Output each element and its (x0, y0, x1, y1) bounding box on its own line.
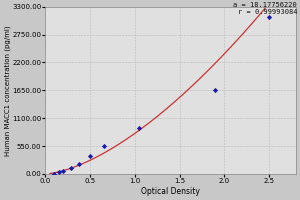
Point (77, 162, 82, 165)
Point (101, 144, 106, 148)
Y-axis label: Human MACC1 concentration (pg/ml): Human MACC1 concentration (pg/ml) (4, 25, 11, 156)
Point (68, 167, 73, 170)
Point (213, 89, 218, 92)
Point (267, 15, 272, 18)
Point (88, 155, 93, 158)
Point (56, 171, 61, 174)
Point (61, 169, 66, 172)
Point (137, 127, 142, 130)
Text: a = 18.17756220
r = 0.99993084: a = 18.17756220 r = 0.99993084 (233, 2, 297, 15)
X-axis label: Optical Density: Optical Density (141, 187, 200, 196)
Point (52, 172, 57, 175)
